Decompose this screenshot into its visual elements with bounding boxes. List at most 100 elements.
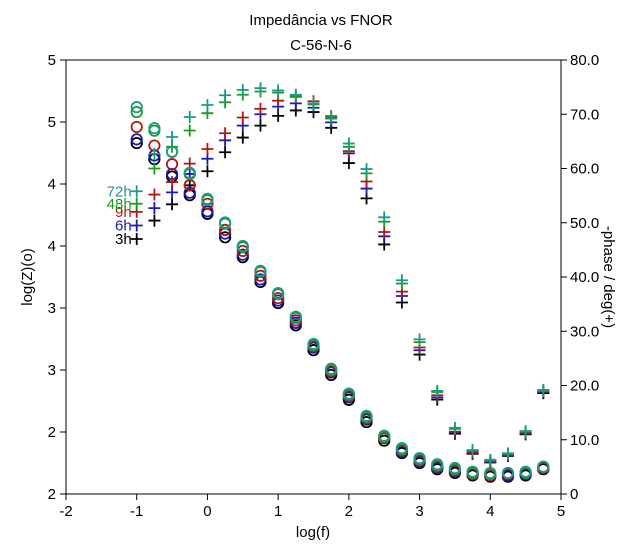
- phase-point: [254, 119, 267, 132]
- logz-point: [236, 244, 249, 258]
- phase-point: [236, 111, 249, 124]
- series-label-9h: 9h: [115, 204, 132, 221]
- y-left-tick-label: 5: [48, 52, 56, 69]
- phase-point: [201, 165, 214, 178]
- y-right-axis-label: -phase / deg(+): [600, 226, 617, 328]
- y-left-tick-label: 3: [48, 362, 56, 379]
- logz-point: [272, 291, 285, 305]
- plot-frame: [65, 59, 562, 495]
- phase-point: [148, 188, 161, 201]
- phase-point: [537, 383, 550, 396]
- phase-point: [148, 162, 161, 175]
- phase-point: [254, 82, 267, 95]
- logz-point: [272, 287, 285, 300]
- phase-point: [431, 384, 444, 397]
- y-left-tick-label: 4: [48, 238, 56, 255]
- series-72h: [130, 82, 550, 480]
- logz-point: [254, 269, 267, 282]
- series-9h: [130, 90, 550, 482]
- logz-point: [148, 122, 161, 135]
- data-marks: [130, 82, 550, 483]
- series-6h: [130, 97, 550, 482]
- phase-point: [413, 333, 426, 346]
- logz-point: [254, 264, 267, 277]
- phase-point: [378, 211, 391, 224]
- phase-point: [307, 97, 320, 110]
- logz-point: [537, 460, 550, 473]
- logz-point: [130, 105, 143, 119]
- logz-point: [342, 387, 355, 400]
- series-label-6h: 6h: [115, 217, 132, 234]
- phase-point: [236, 83, 249, 96]
- logz-point: [254, 273, 267, 286]
- phase-point: [360, 163, 373, 176]
- logz-point: [395, 442, 408, 455]
- chart-subtitle: C-56-N-6: [290, 37, 352, 54]
- phase-point: [466, 444, 479, 457]
- phase-point: [148, 214, 161, 227]
- phase-point: [130, 219, 143, 232]
- x-tick-label: 2: [345, 503, 353, 520]
- y-right-tick-label: 60.0: [570, 161, 599, 178]
- logz-point: [201, 192, 214, 205]
- phase-point: [219, 146, 232, 159]
- phase-point: [501, 447, 514, 460]
- y-right-tick-label: 0: [570, 486, 578, 503]
- logz-point: [165, 158, 179, 171]
- logz-point: [289, 310, 302, 323]
- logz-point: [413, 451, 426, 465]
- logz-point: [183, 166, 196, 179]
- logz-point: [165, 145, 179, 158]
- phase-point: [183, 124, 196, 137]
- x-tick-label: 0: [203, 503, 211, 520]
- phase-point: [219, 127, 232, 140]
- y-axis-right: 0 10.0 20.0 30.0 40.0 50.0 60.0 70.0 80.0: [561, 52, 599, 503]
- y-right-tick-label: 30.0: [570, 323, 599, 340]
- logz-point: [501, 466, 515, 480]
- phase-point: [448, 421, 461, 434]
- series-label-3h: 3h: [115, 231, 132, 248]
- logz-point: [183, 186, 196, 199]
- y-left-tick-label: 2: [48, 424, 56, 441]
- phase-point: [148, 202, 161, 215]
- x-tick-label: -2: [59, 503, 72, 520]
- phase-point: [378, 225, 391, 238]
- x-axis: -2 -1 0 1 2 3 4 5: [59, 494, 565, 520]
- series-label-48h: 48h: [107, 196, 132, 213]
- logz-point: [307, 337, 320, 351]
- logz-point: [219, 231, 232, 244]
- y-axis-left: 2 2 3 3 4 4 5 5: [48, 52, 66, 503]
- phase-point: [236, 131, 249, 144]
- phase-point: [166, 186, 179, 199]
- chart-title: Impedância vs FNOR: [249, 12, 393, 29]
- y-left-tick-label: 5: [48, 114, 56, 131]
- logz-point: [466, 465, 479, 478]
- logz-point: [219, 216, 232, 229]
- logz-point: [130, 133, 143, 146]
- x-tick-label: 4: [486, 503, 494, 520]
- phase-point: [289, 88, 302, 101]
- y-right-tick-label: 40.0: [570, 269, 599, 286]
- x-axis-label: log(f): [296, 524, 330, 541]
- phase-point: [484, 453, 497, 466]
- phase-point: [166, 176, 179, 189]
- phase-point: [519, 425, 532, 438]
- y-left-tick-label: 3: [48, 300, 56, 317]
- phase-point: [183, 110, 196, 123]
- logz-point: [325, 362, 338, 375]
- x-tick-label: -1: [130, 503, 143, 520]
- logz-point: [130, 120, 143, 134]
- x-tick-label: 3: [415, 503, 423, 520]
- logz-point: [219, 223, 232, 236]
- series-3h: [130, 104, 550, 483]
- phase-point: [130, 185, 143, 198]
- phase-point: [166, 131, 179, 144]
- phase-point: [395, 274, 408, 287]
- phase-point: [183, 179, 196, 192]
- y-right-tick-label: 80.0: [570, 52, 599, 69]
- phase-point: [254, 102, 267, 115]
- logz-point: [431, 458, 444, 471]
- phase-point: [166, 198, 179, 211]
